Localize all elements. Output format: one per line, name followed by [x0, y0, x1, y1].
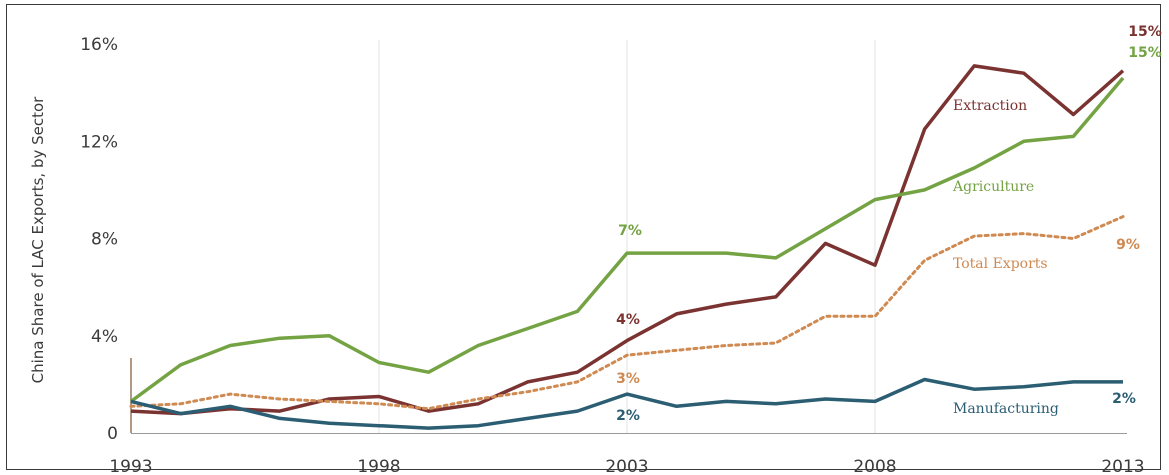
y-tick-label: 0: [107, 424, 118, 444]
y-tick-label: 16%: [80, 35, 118, 55]
annotation-extraction: 4%: [616, 312, 640, 328]
x-tick-label: 2008: [853, 457, 896, 475]
x-tick-label: 2013: [1101, 457, 1144, 475]
y-tick-label: 12%: [80, 132, 118, 152]
series-line-manufacturing: [130, 377, 1123, 430]
y-tick-label: 8%: [91, 230, 118, 250]
series-line-total_exports: [129, 215, 1125, 411]
annotation-agriculture: 15%: [1128, 45, 1162, 61]
series-label-extraction: Extraction: [953, 98, 1027, 114]
series-label-agriculture: Agriculture: [952, 179, 1034, 195]
grid-lines: [378, 40, 876, 433]
x-tick-label: 1998: [357, 457, 400, 475]
chart-frame: [6, 4, 1161, 470]
axes: 0 4% 8% 12% 16% 1993 1998 2003 2008 2013: [80, 35, 1144, 475]
y-tick-label: 4%: [91, 327, 118, 347]
annotation-manufacturing: 2%: [1112, 391, 1136, 407]
series-label-total_exports: Total Exports: [953, 256, 1048, 272]
y-axis-label: China Share of LAC Exports, by Sector: [29, 96, 47, 384]
x-tick-label: 2003: [605, 457, 648, 475]
series-line-agriculture: [129, 76, 1125, 403]
annotation-agriculture: 7%: [618, 223, 642, 239]
labels: Extraction Agriculture Total Exports Manufa…: [616, 24, 1162, 424]
x-tick-label: 1993: [109, 457, 152, 475]
annotation-extraction: 15%: [1128, 24, 1162, 40]
series-label-manufacturing: Manufacturing: [953, 401, 1059, 417]
series-lines: [129, 64, 1125, 430]
series-line-extraction: [130, 64, 1125, 416]
annotation-manufacturing: 2%: [616, 408, 640, 424]
annotation-total_exports: 3%: [616, 371, 640, 387]
annotation-total_exports: 9%: [1116, 237, 1140, 253]
